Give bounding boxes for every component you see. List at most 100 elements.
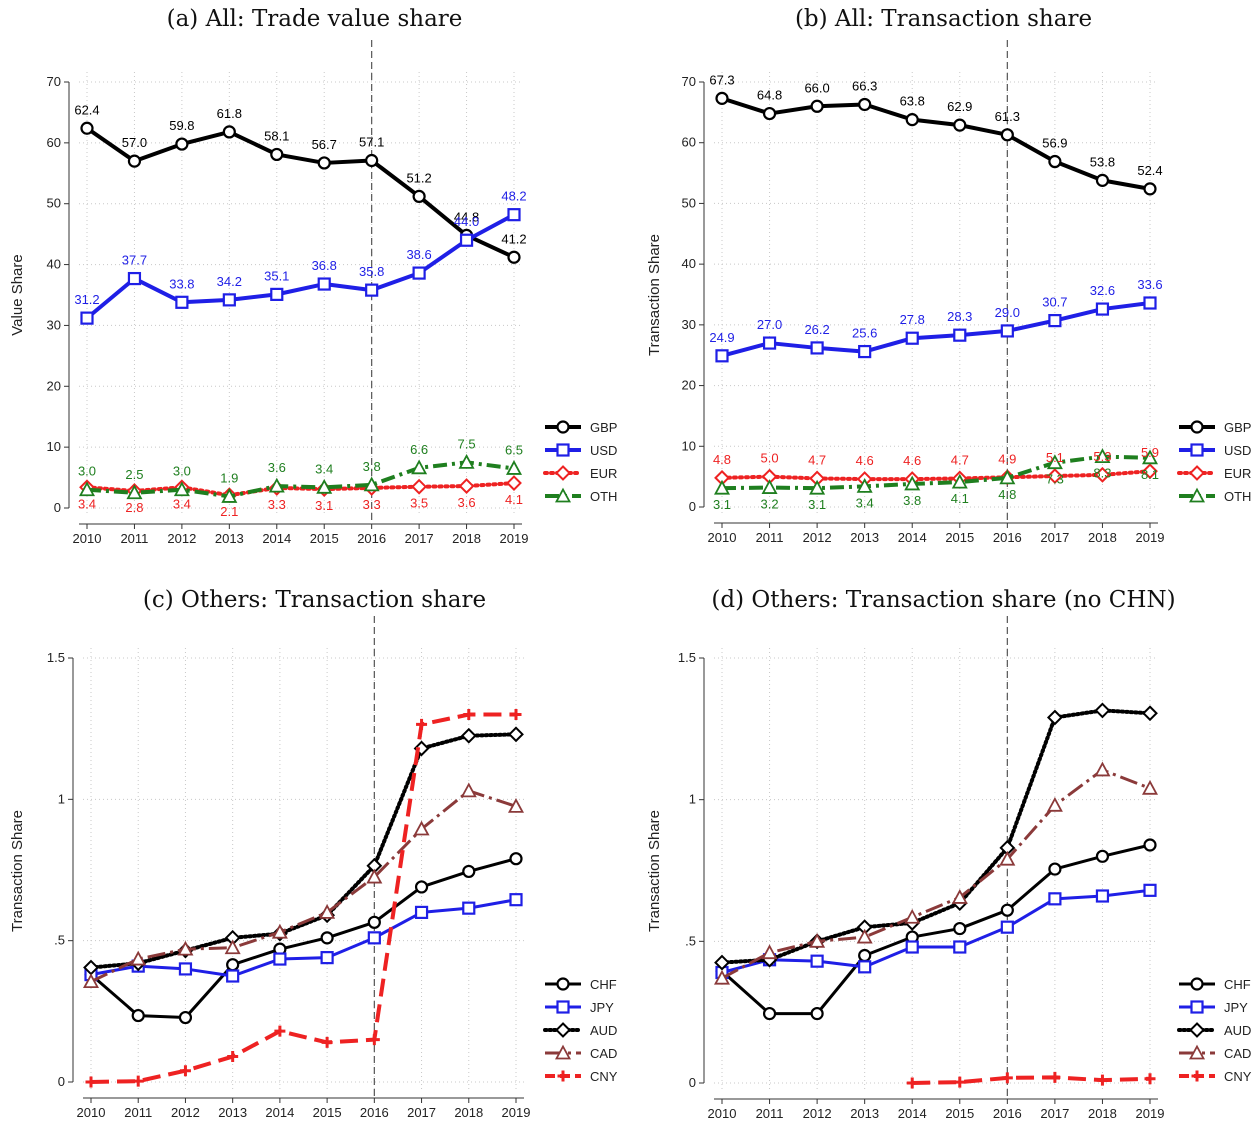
x-tick-label: 2019 <box>502 1105 531 1120</box>
data-label-usd: 27.0 <box>757 317 782 332</box>
data-point-usd <box>365 283 379 297</box>
legend-marker-aud <box>555 1022 571 1038</box>
data-point-jpy <box>1000 920 1014 934</box>
data-point-cny <box>321 1036 333 1048</box>
data-label-oth: 1.9 <box>220 470 238 485</box>
series-aud <box>83 726 524 976</box>
x-tick-label: 2010 <box>73 531 102 546</box>
data-point-aud <box>1046 709 1063 726</box>
legend-label-jpy: JPY <box>1224 1000 1248 1015</box>
data-label-usd: 48.2 <box>501 189 526 204</box>
legend-marker-usd <box>556 443 570 457</box>
legend-marker-cad <box>554 1044 572 1060</box>
series-jpy <box>84 893 523 983</box>
data-label-eur: 5.0 <box>761 451 779 466</box>
data-label-gbp: 66.3 <box>852 78 877 93</box>
data-point-oth <box>999 469 1016 485</box>
data-label-gbp: 62.4 <box>74 102 99 117</box>
x-tick-label: 2011 <box>120 531 148 546</box>
data-point-chf <box>414 880 429 894</box>
y-tick-label: .5 <box>54 933 65 948</box>
data-point-jpy <box>273 952 287 966</box>
data-point-chf <box>1000 903 1014 917</box>
x-tick-label: 2014 <box>898 1106 927 1121</box>
series-line-gbp <box>85 126 515 260</box>
data-point-aud <box>508 726 524 743</box>
data-label-gbp: 61.3 <box>995 109 1020 124</box>
legend-marker-jpy <box>1190 1000 1204 1014</box>
x-tick-label: 2018 <box>452 531 481 546</box>
data-point-jpy <box>367 931 381 945</box>
data-point-cad <box>460 782 477 798</box>
data-point-cad <box>951 889 968 904</box>
data-label-gbp: 61.8 <box>217 106 242 121</box>
data-label-oth: 7.3 <box>1046 472 1064 487</box>
data-point-oth <box>904 475 921 491</box>
data-label-oth: 3.2 <box>761 497 779 512</box>
y-tick-label: 10 <box>682 438 696 453</box>
data-point-usd <box>80 311 94 325</box>
x-tick-label: 2013 <box>218 1105 247 1120</box>
data-label-eur: 3.4 <box>173 496 191 511</box>
data-label-gbp: 62.9 <box>947 99 972 114</box>
data-point-gbp <box>175 137 189 151</box>
series-cny <box>906 1071 1156 1089</box>
data-point-jpy <box>1095 889 1110 903</box>
legend-label-aud: AUD <box>1224 1023 1251 1038</box>
data-point-cad <box>999 850 1016 866</box>
data-label-oth: 3.4 <box>315 461 333 476</box>
legend-label-cad: CAD <box>1224 1046 1251 1061</box>
data-label-gbp: 67.3 <box>709 72 734 87</box>
series-line-cad <box>721 768 1151 980</box>
series-line-usd <box>85 212 515 320</box>
data-point-oth <box>126 484 143 500</box>
series-line-oth <box>86 460 515 499</box>
series-line-cny <box>912 1075 1151 1085</box>
chart-title: (c) Others: Transaction share <box>142 587 487 613</box>
x-tick-label: 2013 <box>215 531 244 546</box>
data-point-oth <box>78 481 96 497</box>
series-cad <box>713 761 1159 985</box>
data-label-gbp: 53.8 <box>1090 154 1115 169</box>
data-label-oth: 3.0 <box>78 464 96 479</box>
data-point-usd <box>1048 314 1062 328</box>
data-label-oth: 2.5 <box>125 467 143 482</box>
data-label-oth: 4.8 <box>998 487 1016 502</box>
data-point-aud <box>460 727 477 744</box>
chart-plot: Transaction Share 0 10 20 30 40 50 60 70 2010 201… <box>646 40 1251 545</box>
data-point-usd <box>1095 302 1110 316</box>
y-tick-label: 0 <box>689 499 696 514</box>
data-point-eur <box>458 478 475 495</box>
series-aud <box>714 702 1158 971</box>
data-label-usd: 25.6 <box>852 326 877 341</box>
data-label-eur: 5.9 <box>1141 445 1159 460</box>
data-label-eur: 4.9 <box>998 451 1016 466</box>
data-label-usd: 38.6 <box>406 247 431 262</box>
data-point-cny <box>368 1034 380 1046</box>
series-line-gbp <box>721 96 1151 191</box>
data-label-eur: 3.3 <box>268 497 286 512</box>
data-label-eur: 3.5 <box>410 496 428 511</box>
data-point-gbp <box>222 125 236 139</box>
data-label-gbp: 66.0 <box>804 80 829 95</box>
data-point-gbp <box>858 97 872 112</box>
x-tick-label: 2011 <box>756 1106 784 1121</box>
x-tick-label: 2013 <box>850 1106 879 1121</box>
chart-plot: Value Share 0 10 20 30 40 50 60 70 2010 2011 2012 2… <box>9 40 617 546</box>
data-point-cad <box>224 939 241 955</box>
legend-marker-chf <box>1190 977 1204 991</box>
data-point-jpy <box>226 969 240 983</box>
data-point-oth <box>411 459 428 475</box>
series-cad <box>82 782 525 989</box>
legend-label-cny: CNY <box>1224 1069 1252 1084</box>
data-point-gbp <box>412 189 426 204</box>
legend-label-aud: AUD <box>590 1023 617 1038</box>
data-label-eur: 4.7 <box>951 452 969 467</box>
data-point-usd <box>762 336 777 350</box>
data-point-cad <box>130 950 147 966</box>
data-point-cny <box>906 1077 918 1089</box>
data-point-usd <box>810 341 824 355</box>
data-point-cny <box>1144 1073 1156 1085</box>
data-label-eur: 5.1 <box>1046 450 1064 465</box>
y-tick-label: .5 <box>685 933 696 948</box>
